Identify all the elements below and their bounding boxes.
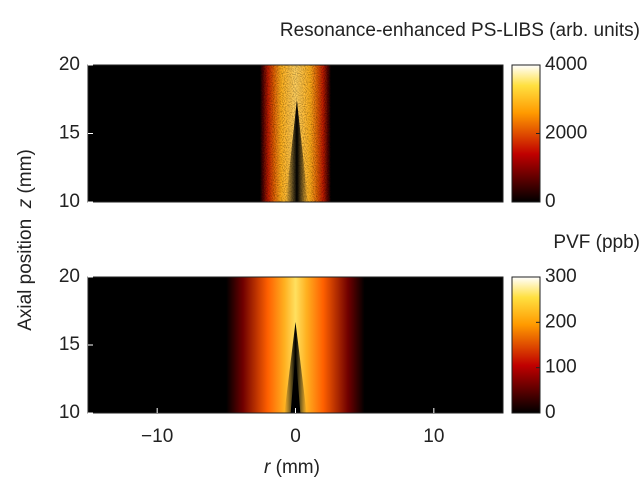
- colorbar-label: PVF (ppb): [553, 232, 640, 253]
- y-tick-label: 20: [59, 54, 80, 75]
- heatmap: [88, 65, 503, 202]
- y-label-var: z: [15, 198, 36, 209]
- x-label-unit: (mm): [276, 457, 320, 478]
- colorbar-label: Resonance-enhanced PS-LIBS (arb. units): [280, 20, 640, 41]
- x-tick-label: 0: [290, 426, 301, 447]
- colorbar-tick-label: 4000: [545, 54, 587, 75]
- x-axis-label: r (mm): [264, 457, 320, 478]
- colorbar-tick-label: 0: [545, 402, 556, 423]
- colorbar-tick-label: 200: [545, 311, 577, 332]
- y-label-unit: (mm): [15, 149, 36, 193]
- x-tick-label: 10: [423, 426, 444, 447]
- y-tick-label: 20: [59, 266, 80, 287]
- y-tick-label: 15: [59, 334, 80, 355]
- signal-gap: [285, 100, 308, 202]
- colorbar-tick-label: 2000: [545, 123, 587, 144]
- y-label-text: Axial position: [15, 219, 36, 331]
- y-axis-label: Axial position z (mm): [15, 149, 36, 331]
- heatmap: [88, 277, 503, 413]
- x-label-var: r: [264, 457, 271, 478]
- y-tick-label: 10: [59, 191, 80, 212]
- y-tick-label: 15: [59, 123, 80, 144]
- colorbar: [511, 64, 541, 203]
- colorbar-tick-label: 300: [545, 266, 577, 287]
- colorbar-tick-label: 0: [545, 191, 556, 212]
- y-tick-label: 10: [59, 402, 80, 423]
- x-tick-label: −10: [141, 426, 173, 447]
- colorbar: [511, 276, 541, 414]
- signal-core: [290, 352, 301, 413]
- colorbar-tick-label: 100: [545, 357, 577, 378]
